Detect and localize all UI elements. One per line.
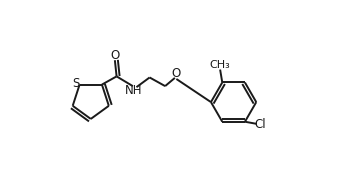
Text: NH: NH [125, 84, 143, 97]
Text: S: S [72, 77, 80, 90]
Text: Cl: Cl [255, 118, 267, 132]
Text: CH₃: CH₃ [210, 60, 230, 70]
Text: O: O [110, 49, 120, 62]
Text: O: O [171, 67, 180, 80]
